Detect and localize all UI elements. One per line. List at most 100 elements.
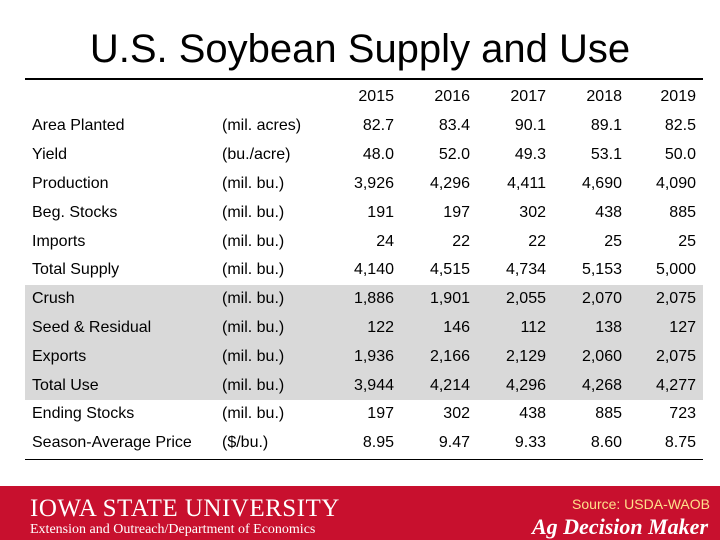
row-label: Ending Stocks xyxy=(32,405,135,423)
table-cell: 25 xyxy=(678,232,696,250)
table-cell: 4,734 xyxy=(505,261,546,279)
table-cell: 4,090 xyxy=(655,174,696,192)
table-row: Ending Stocks (mil. bu.) 197 302 438 885 723 xyxy=(25,400,703,429)
table-cell: 302 xyxy=(519,203,546,221)
table-cell: 4,690 xyxy=(581,174,622,192)
table-row: Seed & Residual (mil. bu.) 122 146 112 138 127 xyxy=(25,313,703,343)
table-cell: 22 xyxy=(528,232,546,250)
row-label: Area Planted xyxy=(32,117,125,135)
table-cell: 8.95 xyxy=(362,434,394,452)
row-unit: (mil. acres) xyxy=(222,117,302,135)
row-unit: (mil. bu.) xyxy=(222,203,285,221)
table-cell: 53.1 xyxy=(590,146,622,164)
table-cell: 723 xyxy=(669,405,696,423)
year-header: 2017 xyxy=(510,88,546,105)
table-cell: 52.0 xyxy=(438,146,470,164)
table-cell: 3,926 xyxy=(353,174,394,192)
table-cell: 4,296 xyxy=(477,371,553,400)
table-cell: 24 xyxy=(376,232,394,250)
department-label: Extension and Outreach/Department of Eco… xyxy=(30,522,316,537)
table-cell: 2,129 xyxy=(477,342,553,372)
ag-decision-maker-logo: Ag Decision Maker xyxy=(532,514,708,539)
table-cell: 302 xyxy=(443,405,470,423)
table-cell: 4,214 xyxy=(401,371,477,400)
table-cell: 4,268 xyxy=(553,371,629,400)
table-row: Season-Average Price ($/bu.) 8.95 9.47 9.33 8… xyxy=(25,429,703,458)
table-cell: 4,411 xyxy=(507,174,546,192)
table-header-row: 2015 2016 2017 2018 2019 xyxy=(25,82,703,112)
isu-logo: IOWA STATE UNIVERSITY xyxy=(30,495,340,522)
table-row: Crush (mil. bu.) 1,886 1,901 2,055 2,070 2,075 xyxy=(25,284,703,314)
row-label: Exports xyxy=(25,342,222,372)
row-unit: (mil. bu.) xyxy=(222,342,339,372)
table-cell: 191 xyxy=(367,203,394,221)
table-cell: 112 xyxy=(477,313,553,343)
table-cell: 4,277 xyxy=(629,371,703,400)
table-cell: 138 xyxy=(553,313,629,343)
row-unit: (bu./acre) xyxy=(222,146,291,164)
row-label: Imports xyxy=(32,232,86,250)
table-cell: 2,166 xyxy=(401,342,477,372)
table-row: Area Planted (mil. acres) 82.7 83.4 90.1 89.1… xyxy=(25,112,703,141)
row-unit: (mil. bu.) xyxy=(222,174,285,192)
header-blank xyxy=(25,82,222,112)
table-cell: 4,515 xyxy=(429,261,470,279)
table-cell: 22 xyxy=(452,232,470,250)
table-cell: 2,075 xyxy=(629,284,703,314)
year-header: 2016 xyxy=(434,88,470,105)
year-header: 2015 xyxy=(358,88,394,105)
table-cell: 48.0 xyxy=(362,146,394,164)
table-row: Total Use (mil. bu.) 3,944 4,214 4,296 4,268 4… xyxy=(25,371,703,400)
table-cell: 2,060 xyxy=(553,342,629,372)
row-unit: (mil. bu.) xyxy=(222,284,339,314)
table-cell: 9.47 xyxy=(438,434,470,452)
table-cell: 2,075 xyxy=(629,342,703,372)
table-cell: 2,070 xyxy=(553,284,629,314)
row-label: Crush xyxy=(25,284,222,314)
table-cell: 197 xyxy=(367,405,394,423)
table-cell: 1,886 xyxy=(339,284,401,314)
table-bottom-rule xyxy=(25,459,703,460)
title-divider xyxy=(25,78,703,80)
table-cell: 50.0 xyxy=(664,146,696,164)
table-cell: 885 xyxy=(595,405,622,423)
row-unit: ($/bu.) xyxy=(222,434,269,452)
table-cell: 197 xyxy=(443,203,470,221)
table-cell: 1,936 xyxy=(339,342,401,372)
table-cell: 3,944 xyxy=(339,371,401,400)
table-cell: 49.3 xyxy=(514,146,546,164)
row-label: Yield xyxy=(32,146,67,164)
row-label: Seed & Residual xyxy=(25,313,222,343)
row-label: Total Supply xyxy=(32,261,120,279)
row-unit: (mil. bu.) xyxy=(222,232,285,250)
table-cell: 146 xyxy=(401,313,477,343)
table-cell: 8.75 xyxy=(664,434,696,452)
row-label: Season-Average Price xyxy=(32,434,192,452)
footer-bar: IOWA STATE UNIVERSITY Extension and Outr… xyxy=(0,486,720,540)
row-label: Total Use xyxy=(25,371,222,400)
table-cell: 90.1 xyxy=(514,117,546,135)
row-unit: (mil. bu.) xyxy=(222,405,285,423)
table-cell: 9.33 xyxy=(514,434,546,452)
table-row: Imports (mil. bu.) 24 22 22 25 25 xyxy=(25,227,703,256)
table-cell: 89.1 xyxy=(590,117,622,135)
table-cell: 82.5 xyxy=(664,117,696,135)
header-blank xyxy=(222,82,339,112)
table-cell: 82.7 xyxy=(362,117,394,135)
table-row: Beg. Stocks (mil. bu.) 191 197 302 438 885 xyxy=(25,198,703,227)
supply-use-table: 2015 2016 2017 2018 2019 Area Planted (mi… xyxy=(25,82,703,458)
table-cell: 8.60 xyxy=(590,434,622,452)
table-cell: 83.4 xyxy=(438,117,470,135)
table-cell: 438 xyxy=(595,203,622,221)
table-cell: 122 xyxy=(339,313,401,343)
table-cell: 25 xyxy=(604,232,622,250)
page-title: U.S. Soybean Supply and Use xyxy=(89,27,631,71)
table-cell: 885 xyxy=(669,203,696,221)
table-cell: 127 xyxy=(629,313,703,343)
year-header: 2019 xyxy=(660,88,696,105)
row-unit: (mil. bu.) xyxy=(222,261,285,279)
row-label: Production xyxy=(32,174,109,192)
table-cell: 1,901 xyxy=(401,284,477,314)
table-cell: 5,000 xyxy=(655,261,696,279)
row-unit: (mil. bu.) xyxy=(222,313,339,343)
